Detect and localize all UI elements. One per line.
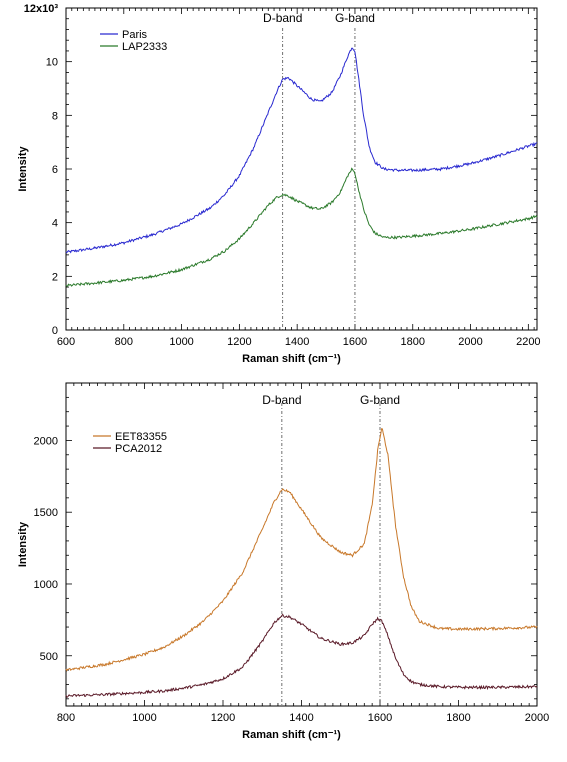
g-band-label: G-band	[360, 393, 400, 407]
series-line-eet83355	[65, 428, 538, 672]
y-tick-label: 1500	[34, 507, 58, 519]
x-tick-label: 1200	[211, 712, 235, 724]
y-tick-label: 6	[52, 164, 58, 176]
x-tick-label: 1400	[289, 712, 313, 724]
legend-label: EET83355	[115, 431, 167, 443]
legend-label: PCA2012	[115, 443, 162, 455]
x-tick-label: 2200	[516, 336, 540, 348]
x-tick-label: 800	[115, 336, 133, 348]
y-tick-label: 2000	[34, 435, 58, 447]
legend-label: Paris	[122, 29, 148, 41]
x-tick-label: 1600	[368, 712, 392, 724]
x-tick-label: 800	[57, 712, 75, 724]
x-tick-label: 1800	[401, 336, 425, 348]
x-tick-label: 1600	[343, 336, 367, 348]
x-tick-label: 1200	[227, 336, 251, 348]
x-axis-title: Raman shift (cm⁻¹)	[242, 353, 341, 365]
series-line-lap2333	[65, 167, 538, 287]
y-axis-title: Intensity	[17, 521, 29, 567]
y-tick-label: 1000	[34, 579, 58, 591]
x-tick-label: 2000	[525, 712, 549, 724]
y-axis-title: Intensity	[17, 146, 29, 192]
x-tick-label: 1800	[446, 712, 470, 724]
y-multiplier-label: 12x10³	[24, 3, 59, 15]
x-tick-label: 1000	[132, 712, 156, 724]
x-tick-label: 600	[57, 336, 75, 348]
d-band-label: D-band	[262, 393, 301, 407]
series-line-paris	[65, 47, 538, 254]
y-tick-label: 8	[52, 110, 58, 122]
y-tick-label: 10	[46, 57, 58, 69]
x-tick-label: 1400	[285, 336, 309, 348]
plot-frame	[65, 7, 538, 331]
series-line-pca2012	[65, 613, 538, 698]
y-tick-label: 4	[52, 218, 58, 230]
y-tick-label: 500	[40, 651, 58, 663]
x-tick-label: 1000	[169, 336, 193, 348]
x-axis-title: Raman shift (cm⁻¹)	[242, 729, 341, 741]
legend-label: LAP2333	[122, 41, 167, 53]
y-tick-label: 2	[52, 271, 58, 283]
bottom-raman-panel: 800 1000 1200 1400 1600 1800 2000 500 1000 1500 20…	[17, 382, 549, 741]
x-tick-label: 2000	[458, 336, 482, 348]
d-band-label: D-band	[263, 11, 302, 25]
g-band-label: G-band	[335, 11, 375, 25]
y-tick-label: 0	[52, 325, 58, 337]
top-raman-panel: 600 800 1000 1200 1400 1600 1800 2000 2200 0 2 4 6 8 1…	[17, 3, 541, 365]
